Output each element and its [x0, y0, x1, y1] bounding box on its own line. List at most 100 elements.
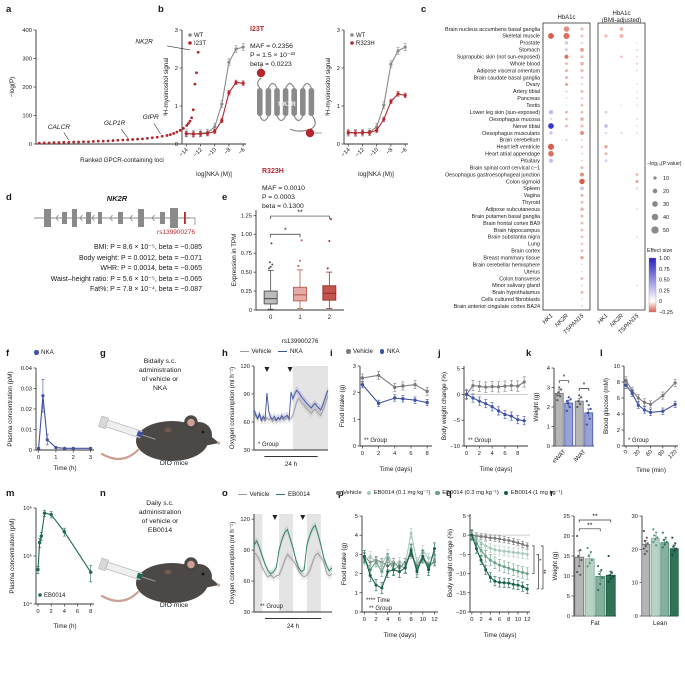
- svg-text:10: 10: [632, 581, 638, 587]
- svg-text:0.50: 0.50: [659, 278, 670, 284]
- svg-text:WT: WT: [356, 33, 366, 39]
- svg-text:iWAT: iWAT: [573, 449, 587, 463]
- svg-text:20: 20: [632, 547, 638, 553]
- svg-text:30: 30: [244, 448, 250, 454]
- svg-text:4: 4: [386, 617, 390, 623]
- panel-label-e: e: [222, 192, 228, 203]
- svg-text:Thyroid: Thyroid: [522, 200, 540, 206]
- svg-text:Time (min): Time (min): [636, 467, 666, 474]
- i23t-stats-text: MAF = 0.2356 P = 1.5 × 10⁻²³ beta = 0.02…: [250, 43, 296, 69]
- svg-text:0.50: 0.50: [241, 270, 252, 276]
- dose-response-r323h-plot: 0 1 2 3 −14 −12 −10 −8 −6 ³H-myoinositol signal lo…: [320, 16, 412, 193]
- panel-label-o: o: [222, 488, 228, 499]
- svg-text:Oxygen consumption (ml h⁻¹): Oxygen consumption (ml h⁻¹): [229, 522, 236, 604]
- svg-text:Adipose subcutaneous: Adipose subcutaneous: [485, 207, 540, 213]
- svg-text:Brain substantia nigra: Brain substantia nigra: [488, 235, 540, 241]
- svg-text:0.25: 0.25: [241, 289, 252, 295]
- svg-text:Pancreas: Pancreas: [517, 96, 540, 102]
- svg-text:0.01: 0.01: [21, 428, 32, 434]
- dio-mouse-illustration-eb0014: [98, 546, 223, 613]
- food-intake-eb0014-plot: 0 1 2 3 4 5 0 2 4 6 8 10 12 Food intake (g) Time (days…: [336, 506, 442, 647]
- svg-text:Breast mammary tissue: Breast mammary tissue: [483, 255, 540, 261]
- nk2r-receptor-diagram: NK2R: [252, 62, 322, 163]
- svg-text:Suprapubic skin (not sun-expos: Suprapubic skin (not sun-exposed): [457, 55, 541, 61]
- svg-text:0: 0: [635, 614, 638, 620]
- svg-text:25: 25: [564, 514, 570, 520]
- svg-text:10: 10: [564, 574, 570, 580]
- r323h-stats-block: R323H MAF = 0.0010 P = 0.0003 beta = 0.1…: [262, 158, 338, 221]
- legend-item: EB0014 (0.1 mg kg⁻¹): [366, 490, 430, 496]
- dio-mouse-illustration-nka: [98, 404, 223, 471]
- svg-text:log[NKA (M)]: log[NKA (M)]: [196, 171, 232, 178]
- svg-text:100: 100: [22, 114, 32, 120]
- svg-text:HbA1c: HbA1c: [557, 15, 575, 21]
- svg-text:**: **: [587, 522, 593, 529]
- svg-text:Nerve tibial: Nerve tibial: [513, 124, 540, 130]
- svg-text:Artery tibial: Artery tibial: [513, 89, 540, 95]
- svg-text:2: 2: [175, 66, 178, 72]
- eb0014-dosing-text: Daily s.c. administration of vehicle or …: [138, 500, 182, 534]
- svg-text:NK2R: NK2R: [135, 39, 153, 46]
- nka-dosing-text: Bidaily s.c. administration of vehicle o…: [138, 358, 182, 392]
- svg-text:−20: −20: [456, 610, 466, 616]
- i23t-stats-block: I23T MAF = 0.2356 P = 1.5 × 10⁻²³ beta =…: [250, 16, 322, 79]
- svg-text:rs139900276: rs139900276: [282, 338, 319, 345]
- svg-text:5: 5: [463, 514, 466, 520]
- blood-glucose-plot: 0 2 4 6 8 10 0 30 60 90 120 Blood glucose (mM) Time …: [598, 358, 684, 481]
- svg-text:1: 1: [337, 104, 340, 110]
- vehicle-nka-dot-legend: Vehicle NKA: [346, 348, 400, 355]
- svg-text:1: 1: [298, 315, 302, 321]
- dio-mice-caption-2: DIO mice: [159, 602, 189, 609]
- svg-text:0: 0: [547, 444, 550, 450]
- svg-text:* Group: * Group: [628, 438, 649, 444]
- svg-text:0: 0: [659, 299, 662, 305]
- svg-text:Cells cultured fibroblasts: Cells cultured fibroblasts: [481, 297, 540, 303]
- svg-text:−12: −12: [193, 147, 204, 158]
- svg-text:12: 12: [431, 617, 437, 623]
- svg-text:−15: −15: [456, 591, 466, 597]
- panel-label-h: h: [222, 348, 228, 359]
- svg-text:Time (days): Time (days): [479, 466, 512, 473]
- svg-text:5: 5: [567, 594, 570, 600]
- svg-text:−5: −5: [453, 418, 460, 424]
- svg-text:Lung: Lung: [528, 242, 540, 248]
- panel-label-k: k: [526, 348, 532, 359]
- svg-text:1: 1: [547, 425, 550, 431]
- svg-text:3: 3: [337, 28, 340, 34]
- nka-pk-plot: 0 0.01 0.02 0.03 0.04 0 1 2 3 Plasma concentratio…: [4, 358, 98, 481]
- svg-text:2: 2: [355, 572, 358, 578]
- legend-item: EB0014 (0.3 mg kg⁻¹): [435, 490, 499, 496]
- svg-text:Expression in TPM: Expression in TPM: [231, 234, 238, 287]
- svg-text:Prostate: Prostate: [520, 41, 540, 47]
- svg-text:0: 0: [355, 610, 358, 616]
- svg-text:0: 0: [29, 142, 32, 148]
- i23t-variant-label: I23T: [250, 25, 265, 33]
- eb0014-pk-plot: 10⁴ 10⁵ 10⁶ 0 2 4 6 8 Plasma concentration (pM) T…: [4, 498, 98, 639]
- lean-mass-bars: 0 10 20 30 Lean: [622, 506, 682, 647]
- svg-text:300: 300: [22, 57, 32, 63]
- svg-text:120: 120: [667, 449, 678, 460]
- svg-text:*: *: [563, 374, 566, 381]
- svg-text:1.25: 1.25: [241, 213, 252, 219]
- svg-text:Skeletal muscle: Skeletal muscle: [502, 34, 540, 40]
- svg-text:Brain cerebellar hemisphere: Brain cerebellar hemisphere: [473, 262, 540, 268]
- svg-text:0: 0: [361, 451, 364, 457]
- svg-text:** Group: ** Group: [468, 438, 492, 444]
- svg-text:5: 5: [355, 514, 358, 520]
- svg-text:Brain nucleus accumbens basal: Brain nucleus accumbens basal ganglia: [445, 27, 540, 33]
- svg-text:10⁵: 10⁵: [23, 553, 32, 560]
- svg-text:0: 0: [37, 455, 40, 461]
- svg-text:** Group: ** Group: [369, 606, 393, 612]
- svg-text:2: 2: [50, 609, 53, 615]
- svg-text:−10: −10: [456, 572, 466, 578]
- svg-text:³H-myoinositol signal: ³H-myoinositol signal: [325, 58, 332, 116]
- svg-text:EB0014: EB0014: [44, 593, 66, 599]
- svg-text:8: 8: [507, 617, 510, 623]
- svg-text:2: 2: [374, 617, 377, 623]
- svg-text:0: 0: [337, 142, 340, 148]
- svg-text:Time (days): Time (days): [383, 632, 416, 639]
- svg-text:**: **: [297, 210, 303, 217]
- body-weight-change-eb0014-plot: −20 −15 −10 −5 0 5 0 2 4 6 8 10 12 Body weight change…: [444, 506, 550, 647]
- svg-text:200: 200: [22, 85, 32, 91]
- svg-text:10: 10: [420, 617, 426, 623]
